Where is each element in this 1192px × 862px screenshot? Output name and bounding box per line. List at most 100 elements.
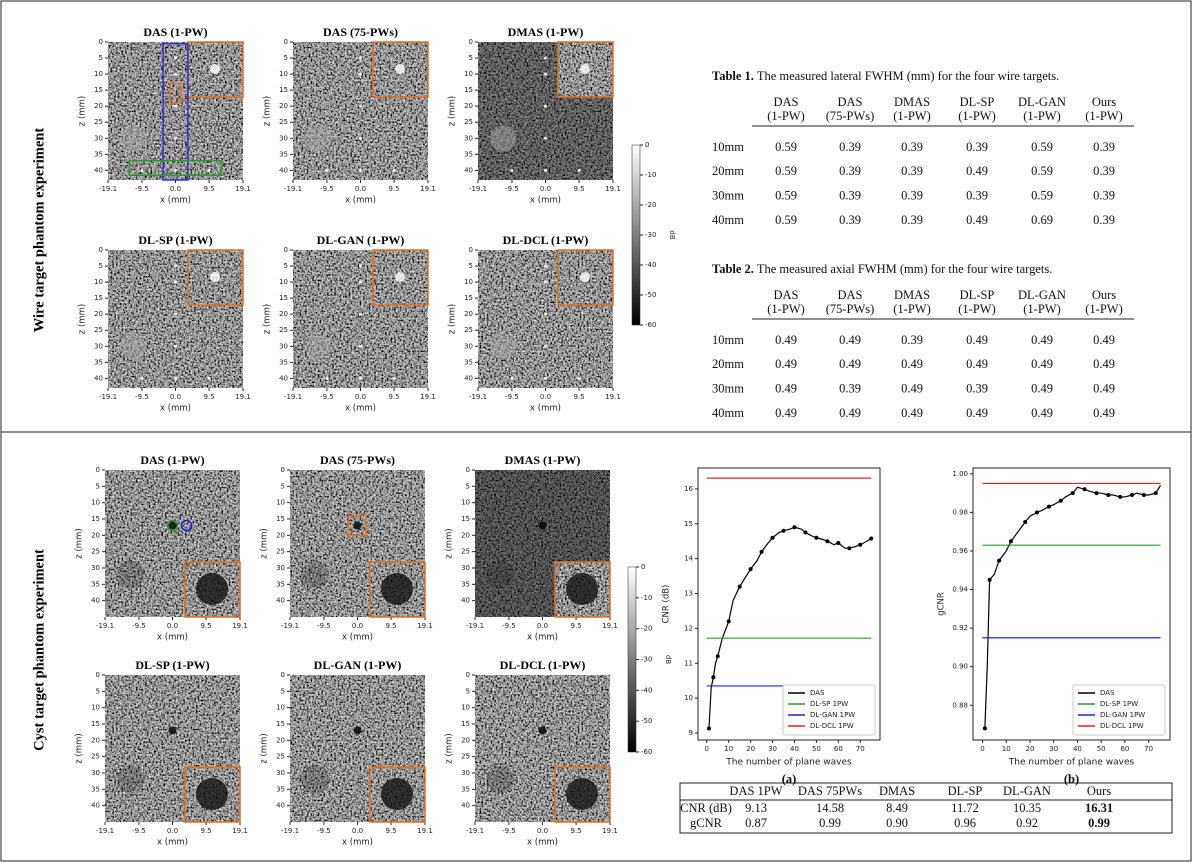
column-header: Ours — [1092, 288, 1116, 302]
x-tick-label: 40 — [790, 745, 799, 753]
z-tick-label: 10 — [91, 704, 100, 712]
column-header: (75-PWs) — [826, 302, 875, 316]
colorbar-label: dB — [664, 655, 672, 664]
image-feature — [116, 561, 144, 589]
x-axis-label: x (mm) — [345, 196, 376, 206]
table-cell: 0.90 — [886, 816, 908, 830]
zoom-inset-target — [381, 778, 413, 810]
chart-caption: (a) — [782, 772, 797, 786]
x-tick-label: 19.1 — [417, 622, 433, 630]
table-cell: 0.49 — [901, 357, 923, 371]
z-tick-label: 5 — [469, 54, 473, 62]
legend-label: DAS — [810, 689, 825, 697]
z-tick-label: 35 — [461, 785, 470, 793]
z-tick-label: 0 — [99, 246, 103, 254]
image-feature — [359, 57, 362, 60]
image-title: DL-DCL (1-PW) — [500, 658, 586, 672]
column-header: (1-PW) — [893, 302, 931, 316]
x-tick-label: 0.0 — [167, 622, 178, 630]
z-tick-label: 30 — [464, 134, 473, 142]
z-axis-label: z (mm) — [448, 304, 458, 334]
x-tick-label: 0.0 — [352, 622, 363, 630]
z-tick-label: 25 — [91, 548, 100, 556]
x-tick-label: 0.0 — [352, 827, 363, 835]
y-tick-label: 16 — [684, 485, 693, 493]
zoom-inset-target — [196, 778, 228, 810]
section-label: Cyst target phantom experiment — [31, 549, 47, 751]
z-axis-label: z (mm) — [260, 733, 270, 763]
z-tick-label: 40 — [91, 597, 100, 605]
x-tick-label: 10 — [1002, 745, 1011, 753]
z-tick-label: 20 — [464, 102, 473, 110]
image-feature — [544, 345, 547, 348]
image-feature — [544, 313, 547, 316]
y-axis-label: CNR (dB) — [662, 585, 672, 624]
x-tick-label: -9.5 — [320, 185, 334, 193]
image-title: DAS (1-PW) — [143, 25, 207, 39]
legend-label: DL-GAN 1PW — [810, 711, 855, 719]
z-tick-label: 30 — [276, 769, 285, 777]
z-tick-label: 5 — [96, 687, 100, 695]
table-cell: 10.35 — [1013, 801, 1041, 815]
image-feature — [544, 377, 547, 380]
zoom-inset-target — [196, 573, 228, 605]
x-tick-label: 9.5 — [571, 827, 582, 835]
z-tick-label: 40 — [94, 374, 103, 382]
y-tick-label: 11 — [684, 659, 693, 667]
y-tick-label: 0.90 — [952, 663, 968, 671]
x-tick-label: 20 — [1026, 745, 1035, 753]
z-tick-label: 20 — [276, 531, 285, 539]
x-tick-label: 19.1 — [232, 622, 248, 630]
series-marker — [727, 619, 731, 623]
z-tick-label: 25 — [461, 548, 470, 556]
image-feature — [208, 377, 211, 380]
image-title: DAS (1-PW) — [140, 453, 204, 467]
table-cell: 0.87 — [745, 816, 767, 830]
colorbar-tick-label: -30 — [641, 656, 652, 664]
z-tick-label: 40 — [461, 597, 470, 605]
colorbar — [632, 145, 640, 325]
z-tick-label: 25 — [276, 753, 285, 761]
z-tick-label: 15 — [464, 86, 473, 94]
table-cell: 0.59 — [775, 188, 797, 202]
image-feature — [578, 377, 581, 380]
legend-label: DL-SP 1PW — [810, 700, 848, 708]
z-axis-label: z (mm) — [78, 96, 88, 126]
table-cell: 0.99 — [819, 816, 841, 830]
z-tick-label: 25 — [91, 753, 100, 761]
z-tick-label: 40 — [464, 374, 473, 382]
x-tick-label: 9.5 — [201, 622, 212, 630]
image-title: DL-DCL (1-PW) — [503, 233, 589, 247]
z-axis-label: z (mm) — [445, 733, 455, 763]
image-feature — [539, 522, 547, 530]
series-marker — [1059, 499, 1063, 503]
z-tick-label: 15 — [94, 86, 103, 94]
y-tick-label: 9 — [689, 729, 693, 737]
z-tick-label: 10 — [91, 499, 100, 507]
x-tick-label: -9.5 — [132, 622, 146, 630]
table-cell: 0.49 — [966, 357, 988, 371]
z-tick-label: 25 — [94, 118, 103, 126]
x-tick-label: -9.5 — [317, 622, 331, 630]
x-tick-label: 50 — [812, 745, 821, 753]
image-feature — [301, 766, 329, 794]
z-tick-label: 0 — [96, 671, 100, 679]
column-header: (75-PWs) — [826, 109, 875, 123]
column-header: DAS 1PW — [729, 784, 782, 798]
figure: Wire target phantom experimentCyst targe… — [0, 0, 1192, 862]
image-feature — [120, 125, 146, 151]
row-label: CNR (dB) — [680, 801, 732, 815]
image-feature — [169, 522, 177, 530]
image-title: DAS (75-PWs) — [320, 453, 395, 467]
z-tick-label: 30 — [276, 564, 285, 572]
x-tick-label: 50 — [1097, 745, 1106, 753]
image-feature — [490, 125, 516, 151]
legend-label: DL-SP 1PW — [1100, 700, 1138, 708]
x-tick-label: 9.5 — [574, 393, 585, 401]
z-tick-label: 20 — [464, 310, 473, 318]
x-tick-label: 0.0 — [355, 393, 366, 401]
z-tick-label: 5 — [284, 262, 288, 270]
z-tick-label: 5 — [469, 262, 473, 270]
image-feature — [544, 105, 547, 108]
column-header: DAS — [837, 95, 862, 109]
